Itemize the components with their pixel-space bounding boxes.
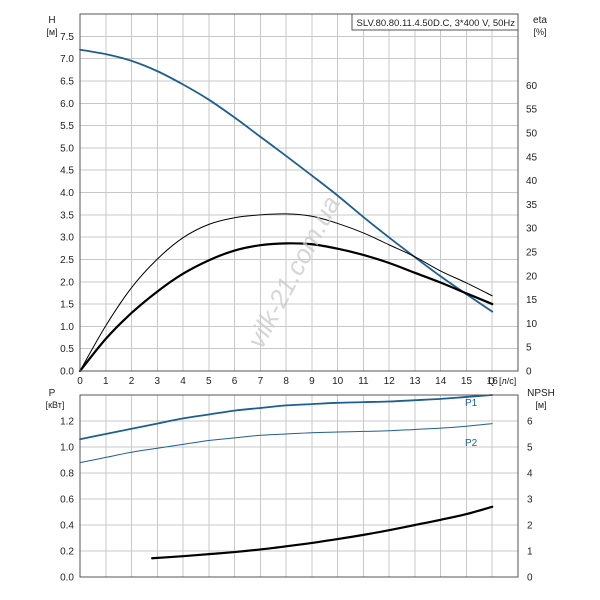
- head-axis-label: H: [48, 15, 55, 26]
- head-tick-label: 5.5: [60, 121, 74, 132]
- efficiency-tick-label: 20: [526, 271, 538, 282]
- head-tick-label: 0.0: [60, 367, 74, 378]
- efficiency-tick-label: 60: [526, 81, 538, 92]
- x-tick-label: 12: [384, 376, 396, 387]
- x-tick-label: 9: [309, 376, 315, 387]
- efficiency-tick-label: 5: [526, 343, 532, 354]
- efficiency-axis-label: eta: [533, 15, 547, 26]
- flow-axis-unit: [л/с]: [499, 376, 516, 386]
- chart-title-box: [351, 13, 519, 31]
- npsh-tick-label: 1: [527, 547, 533, 558]
- x-tick-label: 16: [487, 376, 499, 387]
- power-tick-label: 1.2: [60, 417, 74, 428]
- head-axis-unit: [м]: [46, 27, 57, 37]
- efficiency-tick-label: 0: [526, 367, 532, 378]
- x-tick-label: 14: [435, 376, 447, 387]
- npsh-tick-label: 4: [527, 469, 533, 480]
- head-axis-ticks: 0.0 0.5 1.0 1.5 2.0 2.5 3.0 3.5 4.0 4.5 5.0 5.5 6.0 6…: [60, 32, 74, 378]
- efficiency-tick-label: 50: [526, 129, 538, 140]
- efficiency-tick-label: 40: [526, 176, 538, 187]
- series-label-p2: P2: [465, 438, 478, 449]
- efficiency-tick-label: 10: [526, 319, 538, 330]
- chart-title: SLV.80.80.11.4.50D.C, 3*400 V, 50Hz: [357, 18, 516, 29]
- npsh-axis-unit: [м]: [535, 400, 546, 410]
- x-tick-label: 13: [409, 376, 421, 387]
- power-tick-label: 0.8: [60, 469, 74, 480]
- power-tick-label: 0.2: [60, 547, 74, 558]
- power-npsh-grid: [79, 395, 518, 578]
- power-npsh-plot-frame: [79, 394, 519, 578]
- power-tick-label: 0.0: [60, 573, 74, 584]
- power-axis-unit: [кВт]: [46, 400, 65, 410]
- efficiency-axis-unit: [%]: [533, 27, 546, 37]
- power-npsh-series: [79, 394, 494, 560]
- head-tick-label: 1.0: [60, 322, 74, 333]
- head-tick-label: 2.0: [60, 277, 74, 288]
- npsh-tick-label: 0: [527, 573, 533, 584]
- efficiency-tick-label: 30: [526, 224, 538, 235]
- x-tick-label: 2: [129, 376, 135, 387]
- npsh-axis-ticks: 0 1 2 3 4 5 6: [527, 417, 533, 584]
- x-tick-label: 10: [332, 376, 344, 387]
- power-axis-ticks: 0.0 0.2 0.4 0.6 0.8 1.0 1.2: [60, 417, 74, 584]
- head-tick-label: 5.0: [60, 143, 74, 154]
- flow-axis-ticks: 0 1 2 3 4 5 6 7 8 9 10 11 12 13 14 15 16: [77, 376, 498, 387]
- x-tick-label: 0: [77, 376, 83, 387]
- x-tick-label: 15: [461, 376, 473, 387]
- head-efficiency-series: [78, 48, 494, 373]
- npsh-tick-label: 6: [527, 417, 533, 428]
- head-efficiency-plot-frame: [79, 13, 519, 372]
- head-tick-label: 0.5: [60, 344, 74, 355]
- power-tick-label: 0.4: [60, 521, 74, 532]
- efficiency-tick-label: 45: [526, 152, 538, 163]
- head-tick-label: 6.5: [60, 76, 74, 87]
- npsh-axis-label: NPSH: [527, 388, 555, 399]
- power-npsh-chart: 0.0 0.2 0.4 0.6 0.8 1.0 1.2 0 1 2 3 4 5 6 P [кВт] NP…: [46, 388, 555, 584]
- power-tick-label: 1.0: [60, 443, 74, 454]
- x-tick-label: 11: [358, 376, 369, 387]
- flow-axis-label: Q: [488, 376, 495, 386]
- power-axis-label: P: [49, 388, 56, 399]
- x-tick-label: 1: [103, 376, 109, 387]
- head-tick-label: 4.5: [60, 166, 74, 177]
- head-tick-label: 1.5: [60, 300, 74, 311]
- x-tick-label: 4: [180, 376, 186, 387]
- efficiency-tick-label: 15: [526, 295, 538, 306]
- power-tick-label: 0.6: [60, 495, 74, 506]
- head-curve: [79, 48, 494, 313]
- p1-power-curve: [79, 394, 494, 441]
- x-tick-label: 3: [155, 376, 161, 387]
- efficiency-curve: [79, 213, 493, 372]
- efficiency-axis-ticks: 0 5 10 15 20 25 30 35 40 45 50 55 60: [526, 81, 538, 378]
- head-tick-label: 7.0: [60, 54, 74, 65]
- head-tick-label: 2.5: [60, 255, 74, 266]
- head-efficiency-chart: 0 1 2 3 4 5 6 7 8 9 10 11 12 13 14 15 16 0.00.51.01.52.0…: [46, 13, 547, 387]
- head-tick-label: 3.5: [60, 210, 74, 221]
- x-tick-label: 8: [283, 376, 289, 387]
- hydraulic-efficiency-curve: [78, 242, 494, 373]
- head-tick-label: 4.0: [60, 188, 74, 199]
- p2-power-curve: [79, 423, 493, 464]
- npsh-curve: [151, 505, 494, 560]
- x-tick-label: 7: [258, 376, 264, 387]
- npsh-tick-label: 3: [527, 495, 533, 506]
- npsh-tick-label: 5: [527, 443, 533, 454]
- head-efficiency-grid: [79, 14, 518, 372]
- efficiency-tick-label: 35: [526, 200, 538, 211]
- efficiency-tick-label: 25: [526, 248, 538, 259]
- head-tick-label: 3.0: [60, 233, 74, 244]
- npsh-tick-label: 2: [527, 521, 533, 532]
- x-tick-label: 6: [232, 376, 238, 387]
- series-label-p1: P1: [465, 398, 478, 409]
- x-tick-label: 5: [206, 376, 212, 387]
- efficiency-tick-label: 55: [526, 105, 538, 116]
- head-tick-label: 6.0: [60, 99, 74, 110]
- head-tick-label: 7.5: [60, 32, 74, 43]
